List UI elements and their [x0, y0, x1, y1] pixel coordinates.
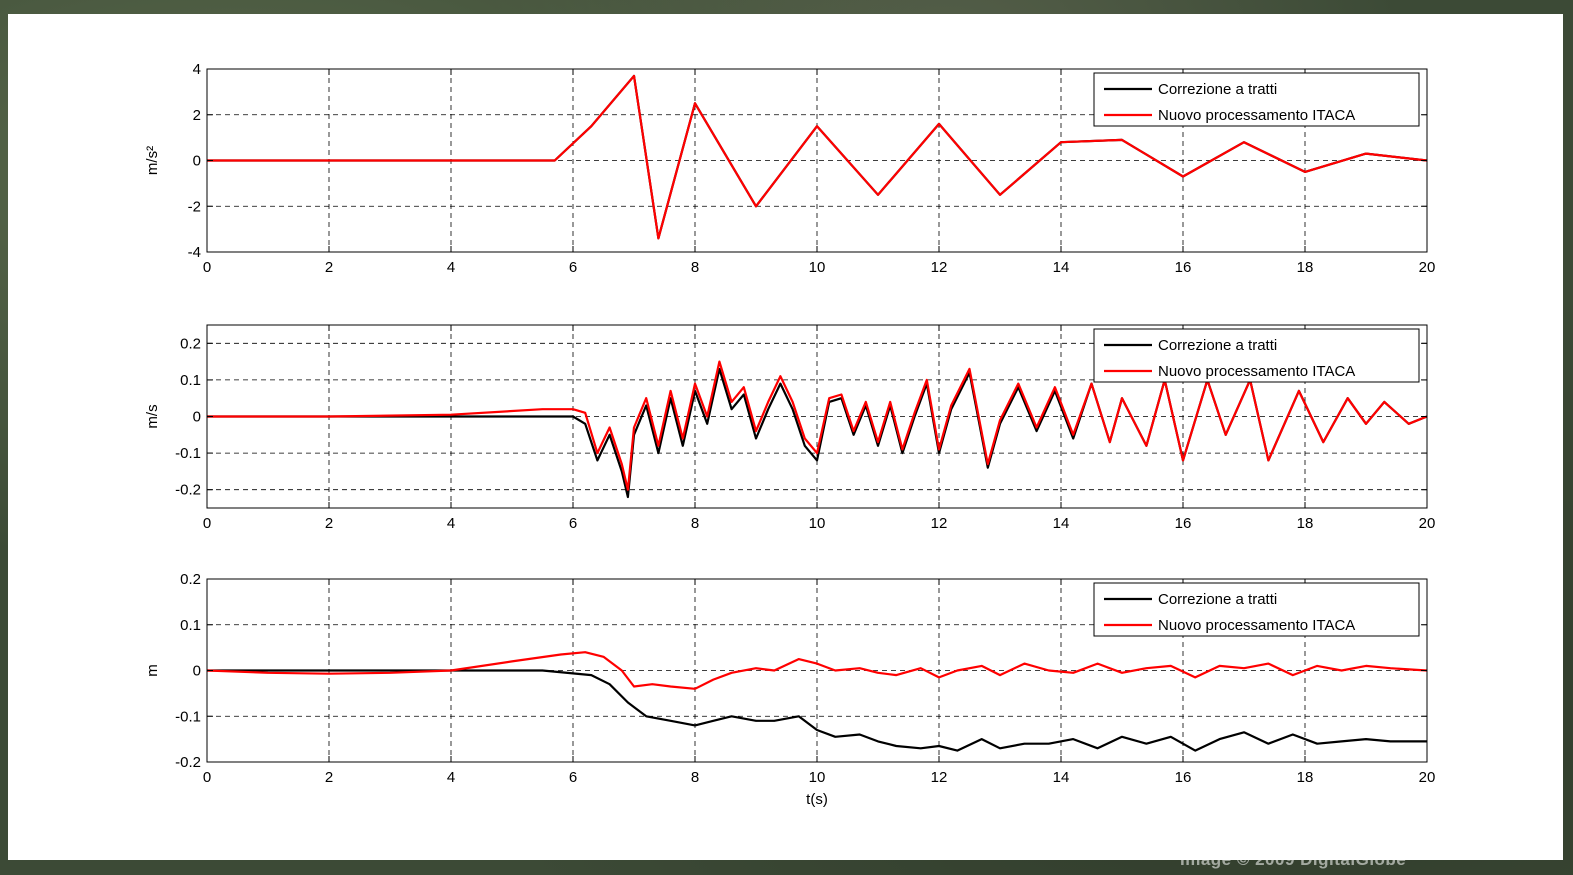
- x-tick-label: 14: [1053, 515, 1070, 532]
- x-tick-label: 14: [1053, 259, 1070, 276]
- x-tick-label: 8: [691, 769, 699, 786]
- x-tick-label: 6: [569, 769, 577, 786]
- x-tick-label: 12: [931, 769, 948, 786]
- y-tick-label: 0: [193, 409, 201, 426]
- y-tick-label: 0: [193, 663, 201, 680]
- x-tick-label: 4: [447, 769, 455, 786]
- y-axis-label: m: [144, 664, 161, 677]
- series-group: [207, 74, 1427, 240]
- legend-label-correzione: Correzione a tratti: [1158, 337, 1277, 354]
- x-tick-label: 4: [447, 515, 455, 532]
- y-tick-label: 4: [193, 61, 201, 78]
- x-tick-label: 0: [203, 259, 211, 276]
- x-tick-label: 0: [203, 515, 211, 532]
- x-tick-label: 6: [569, 515, 577, 532]
- legend-label-itaca: Nuovo processamento ITACA: [1158, 617, 1355, 634]
- y-tick-label: -0.1: [175, 708, 201, 725]
- series-line-itaca: [207, 651, 1427, 690]
- y-tick-label: -0.2: [175, 482, 201, 499]
- x-tick-label: 2: [325, 769, 333, 786]
- watermark: Image © 2009 DigitalGlobe: [1180, 850, 1407, 869]
- y-tick-label: 0.2: [180, 571, 201, 588]
- x-tick-label: 16: [1175, 769, 1192, 786]
- legend-box: [1093, 72, 1420, 127]
- x-tick-label: 18: [1297, 515, 1314, 532]
- legend: Correzione a tratti Nuovo processamento I…: [1093, 582, 1420, 637]
- x-tick-label: 12: [931, 259, 948, 276]
- series-line-correzione: [207, 669, 1427, 752]
- legend-label-itaca: Nuovo processamento ITACA: [1158, 363, 1355, 380]
- x-tick-label: 8: [691, 259, 699, 276]
- x-tick-label: 16: [1175, 515, 1192, 532]
- y-tick-label: 0: [193, 153, 201, 170]
- x-tick-label: 8: [691, 515, 699, 532]
- axes-3: 0 2 4 6 8 10 12 14 16 18 20 -0.2 -0.1 0 0.1 0.2 m t(s) Cor…: [144, 571, 1435, 808]
- axes-1: 0 2 4 6 8 10 12 14 16 18 20 -4 -2 0 2 4 m/s² Correzione a…: [144, 61, 1435, 276]
- legend: Correzione a tratti Nuovo processamento I…: [1093, 72, 1420, 127]
- y-tick-label: -2: [188, 198, 201, 215]
- x-tick-label: 14: [1053, 769, 1070, 786]
- legend-box: [1093, 582, 1420, 637]
- legend-label-correzione: Correzione a tratti: [1158, 591, 1277, 608]
- x-tick-label: 10: [809, 259, 826, 276]
- x-tick-label: 2: [325, 259, 333, 276]
- y-tick-label: 2: [193, 107, 201, 124]
- series-line-itaca: [207, 74, 1427, 240]
- x-tick-label: 16: [1175, 259, 1192, 276]
- y-tick-label: 0.1: [180, 617, 201, 634]
- legend-box: [1093, 328, 1420, 383]
- x-tick-label: 6: [569, 259, 577, 276]
- axes-2: 0 2 4 6 8 10 12 14 16 18 20 -0.2 -0.1 0 0.1 0.2 m/s Corre…: [144, 324, 1436, 532]
- x-tick-label: 18: [1297, 769, 1314, 786]
- legend-label-itaca: Nuovo processamento ITACA: [1158, 107, 1355, 124]
- x-tick-label: 0: [203, 769, 211, 786]
- x-tick-label: 20: [1419, 769, 1436, 786]
- y-tick-label: -4: [188, 244, 201, 261]
- x-tick-label: 10: [809, 515, 826, 532]
- x-tick-label: 20: [1419, 259, 1436, 276]
- x-tick-label: 12: [931, 515, 948, 532]
- y-axis-label: m/s²: [144, 146, 161, 175]
- x-tick-label: 2: [325, 515, 333, 532]
- legend-label-correzione: Correzione a tratti: [1158, 81, 1277, 98]
- x-tick-label: 10: [809, 769, 826, 786]
- y-tick-label: -0.2: [175, 754, 201, 771]
- legend: Correzione a tratti Nuovo processamento I…: [1093, 328, 1420, 383]
- y-tick-label: 0.1: [180, 372, 201, 389]
- x-axis-label: t(s): [806, 791, 828, 808]
- x-tick-label: 18: [1297, 259, 1314, 276]
- x-tick-label: 20: [1419, 515, 1436, 532]
- y-tick-label: 0.2: [180, 335, 201, 352]
- y-tick-label: -0.1: [175, 445, 201, 462]
- figure-panel: 0 2 4 6 8 10 12 14 16 18 20 -4 -2 0 2 4 m/s² Correzione a…: [8, 14, 1563, 860]
- y-axis-label: m/s: [144, 404, 161, 428]
- x-tick-label: 4: [447, 259, 455, 276]
- series-group: [207, 651, 1427, 752]
